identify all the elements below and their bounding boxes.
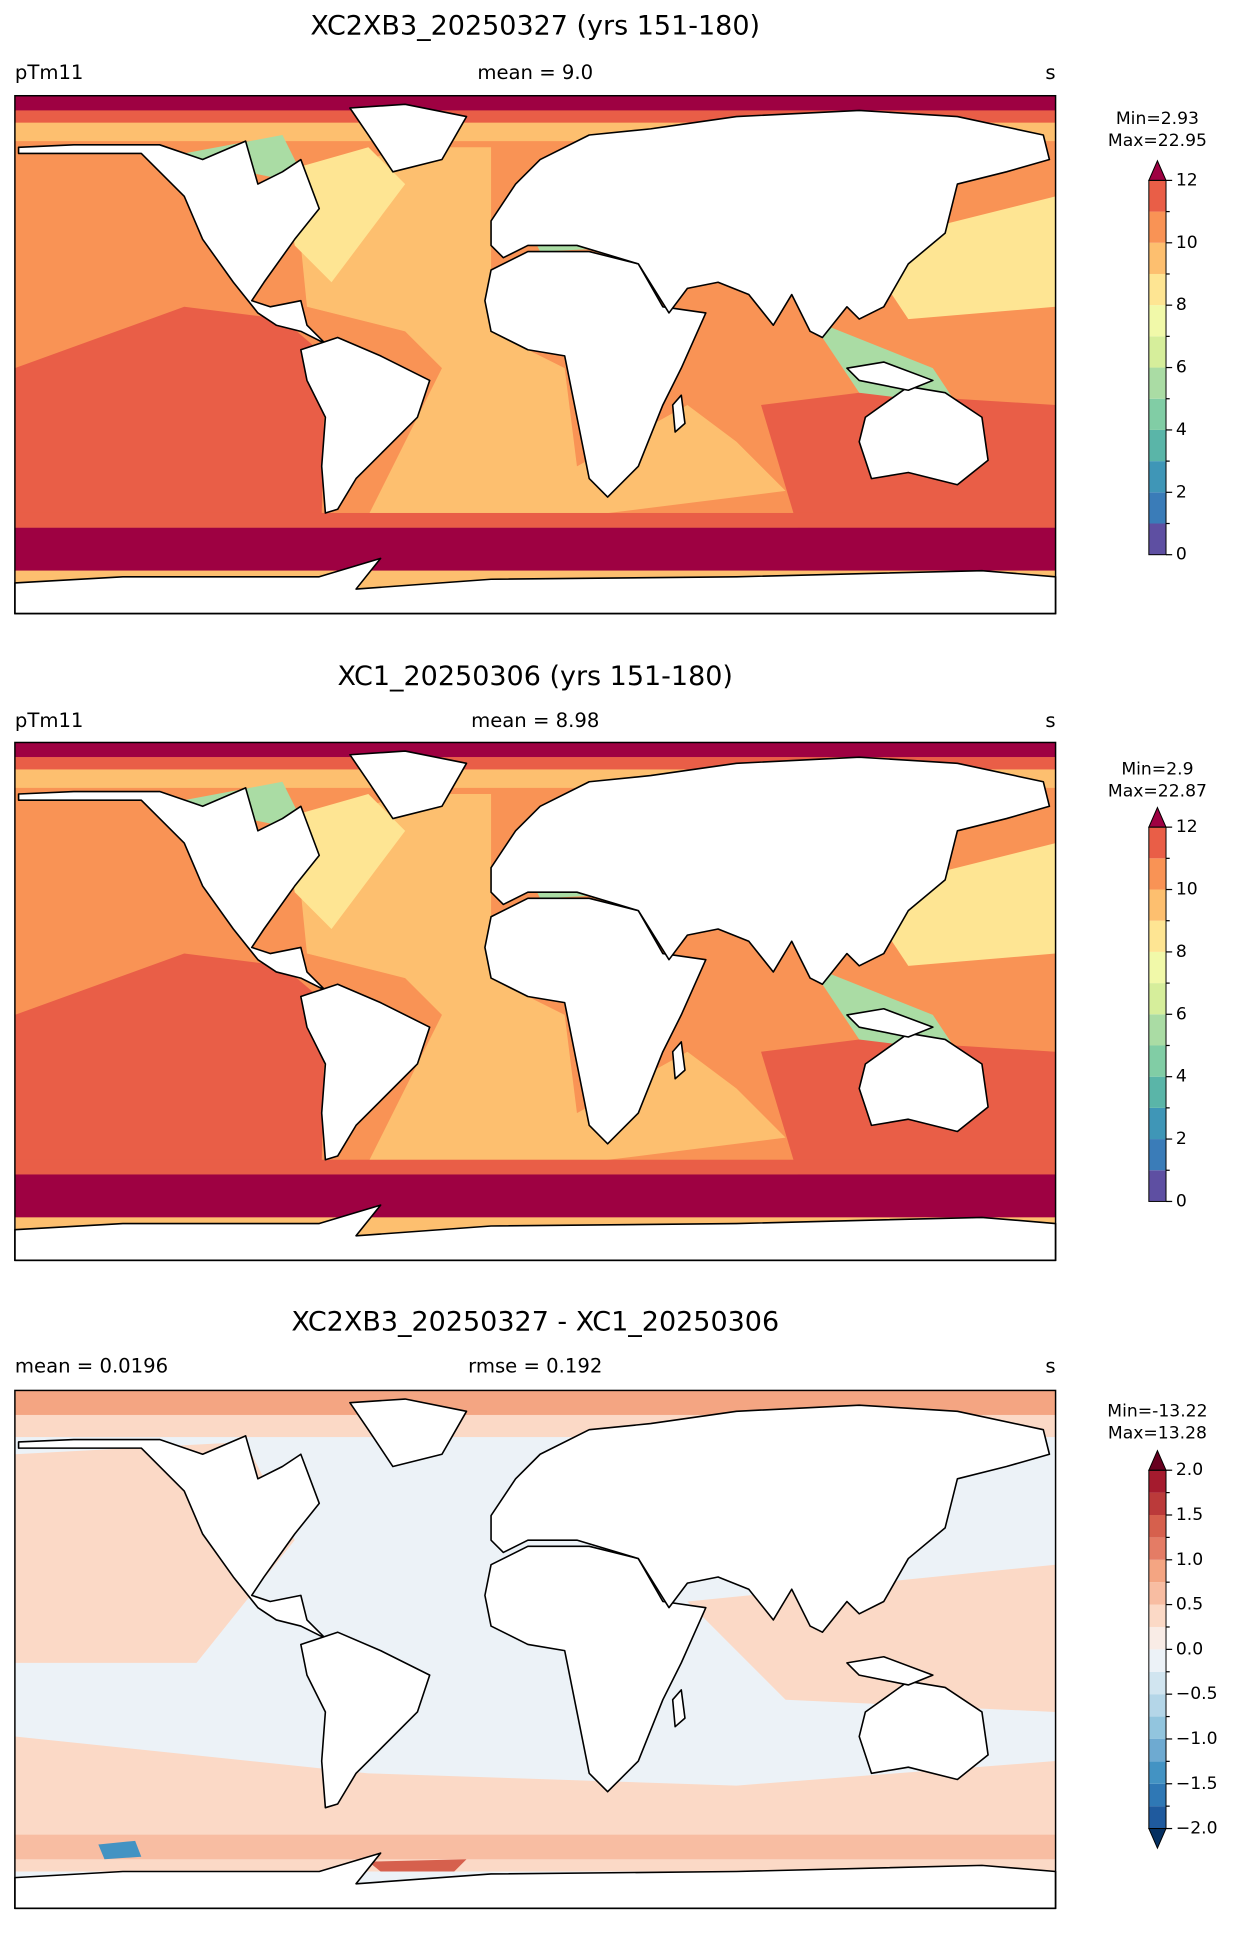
center-label: mean = 8.98 <box>471 709 599 732</box>
left-label: pTm11 <box>15 709 84 732</box>
colorbar-tick-label: 2 <box>1176 482 1187 502</box>
min-label: Min=2.9 <box>1121 759 1193 779</box>
center-label: rmse = 0.192 <box>468 1355 602 1378</box>
max-label: Max=13.28 <box>1108 1423 1207 1443</box>
map <box>14 94 1057 615</box>
map-frame <box>14 1389 1057 1910</box>
colorbar-tick-label: 6 <box>1176 358 1187 378</box>
colorbar-segment <box>1148 1626 1167 1650</box>
colorbar-tick-label: −0.5 <box>1176 1684 1218 1704</box>
colorbar-tick-label: 1.0 <box>1176 1550 1203 1570</box>
colorbar-segment <box>1148 1671 1167 1695</box>
colorbar-segment <box>1148 951 1167 984</box>
colorbar-segment <box>1148 523 1167 555</box>
colorbar-segment <box>1148 336 1167 368</box>
colorbar-segment <box>1148 1107 1167 1140</box>
right-label: s <box>1045 1355 1055 1378</box>
colorbar-segment <box>1148 827 1167 859</box>
colorbar-tick-label: 8 <box>1176 942 1187 962</box>
colorbar-segment <box>1148 1582 1167 1605</box>
colorbar-segment <box>1148 1738 1167 1762</box>
right-label: s <box>1045 709 1055 732</box>
colorbar-extend-high <box>1148 806 1167 828</box>
colorbar-extend-low <box>1148 1828 1167 1850</box>
colorbar-segment <box>1148 1716 1167 1739</box>
colorbar-extend-high <box>1148 1449 1167 1471</box>
colorbar-segment <box>1148 1492 1167 1515</box>
colorbar-segment <box>1148 273 1167 306</box>
colorbar-tick-label: 0 <box>1176 545 1187 565</box>
max-label: Max=22.87 <box>1108 782 1207 802</box>
colorbar-tick-label: −1.0 <box>1176 1729 1218 1749</box>
colorbar-segment <box>1148 1604 1167 1627</box>
colorbar-segment <box>1148 398 1167 430</box>
colorbar-segment <box>1148 1139 1167 1171</box>
center-label: mean = 9.0 <box>477 61 593 84</box>
colorbar-segment <box>1148 920 1167 952</box>
colorbar-extend-high <box>1148 159 1167 181</box>
colorbar-segment <box>1148 1045 1167 1077</box>
map <box>14 1389 1057 1910</box>
colorbar-tick-label: 10 <box>1176 880 1198 900</box>
colorbar-segment <box>1148 461 1167 493</box>
colorbar-tick-label: 0 <box>1176 1191 1187 1211</box>
panel-title: XC2XB3_20250327 - XC1_20250306 <box>291 1306 779 1337</box>
colorbar-tick-label: 10 <box>1176 233 1198 253</box>
colorbar-tick-label: 0.5 <box>1176 1595 1203 1615</box>
map <box>14 741 1057 1262</box>
colorbar-segment <box>1148 1470 1167 1493</box>
colorbar-segment <box>1148 889 1167 921</box>
panel-title: XC2XB3_20250327 (yrs 151-180) <box>310 10 760 41</box>
colorbar-tick-label: −2.0 <box>1176 1819 1218 1839</box>
colorbar-segment <box>1148 1014 1167 1046</box>
colorbar-segment <box>1148 1559 1167 1583</box>
colorbar-segment <box>1148 305 1167 337</box>
colorbar-segment <box>1148 1170 1167 1202</box>
left-label: pTm11 <box>15 61 84 84</box>
colorbar-tick-label: 12 <box>1176 817 1198 837</box>
colorbar-tick-label: −1.5 <box>1176 1774 1218 1794</box>
colorbar-tick-label: 6 <box>1176 1004 1187 1024</box>
map-frame <box>14 741 1057 1262</box>
colorbar-tick-label: 2 <box>1176 1129 1187 1149</box>
colorbar-segment <box>1148 1694 1167 1717</box>
colorbar-tick-label: 12 <box>1176 170 1198 190</box>
min-label: Min=2.93 <box>1116 109 1199 129</box>
colorbar-tick-label: 0.0 <box>1176 1639 1203 1659</box>
colorbar-segment <box>1148 492 1167 524</box>
colorbar-segment <box>1148 1806 1167 1829</box>
colorbar-segment <box>1148 367 1167 399</box>
colorbar-segment <box>1148 1537 1167 1560</box>
colorbar-tick-label: 1.5 <box>1176 1505 1203 1525</box>
colorbar-segment <box>1148 858 1167 890</box>
colorbar-segment <box>1148 983 1167 1015</box>
max-label: Max=22.95 <box>1108 131 1207 151</box>
right-label: s <box>1045 61 1055 84</box>
colorbar-segment <box>1148 242 1167 274</box>
colorbar-tick-label: 8 <box>1176 295 1187 315</box>
colorbar-segment <box>1148 1649 1167 1672</box>
map-frame <box>14 94 1057 615</box>
colorbar-segment <box>1148 211 1167 243</box>
colorbar-segment <box>1148 1076 1167 1108</box>
panel-title: XC1_20250306 (yrs 151-180) <box>338 661 733 692</box>
min-label: Min=-13.22 <box>1107 1401 1207 1421</box>
colorbar-tick-label: 2.0 <box>1176 1460 1203 1480</box>
colorbar-tick-label: 4 <box>1176 420 1187 440</box>
colorbar-segment <box>1148 429 1167 462</box>
colorbar-tick-label: 4 <box>1176 1067 1187 1087</box>
colorbar-segment <box>1148 1783 1167 1807</box>
colorbar-segment <box>1148 180 1167 212</box>
colorbar-segment <box>1148 1514 1167 1538</box>
left-label: mean = 0.0196 <box>15 1355 168 1378</box>
colorbar-segment <box>1148 1761 1167 1784</box>
